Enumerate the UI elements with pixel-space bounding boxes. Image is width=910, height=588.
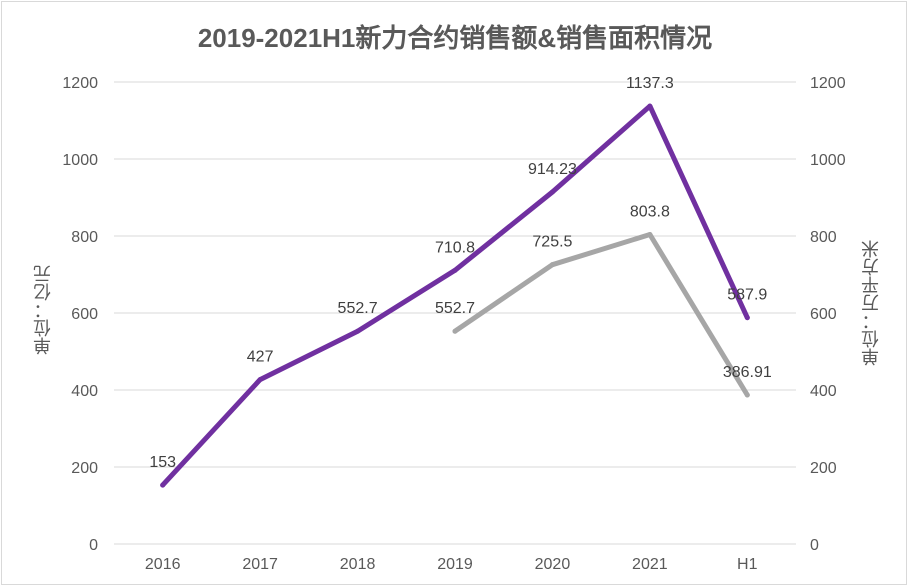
y-tick-right: 200 <box>810 460 837 477</box>
data-label: 914.23 <box>528 161 577 178</box>
data-point <box>452 328 458 334</box>
y-tick-left: 1000 <box>62 152 98 169</box>
data-point <box>647 103 653 109</box>
y-tick-left: 600 <box>71 306 98 323</box>
data-point <box>647 232 653 238</box>
y-tick-left: 1200 <box>62 75 98 92</box>
y-tick-right: 600 <box>810 306 837 323</box>
data-label: 1137.3 <box>626 75 674 92</box>
data-point <box>160 482 166 488</box>
x-tick-label: 2017 <box>242 556 278 573</box>
x-tick-label: H1 <box>737 556 758 573</box>
x-tick-label: 2016 <box>145 556 181 573</box>
x-tick-label: 2019 <box>437 556 473 573</box>
series-line-2 <box>452 232 750 398</box>
data-label: 427 <box>247 349 274 366</box>
y-tick-right: 1000 <box>810 152 846 169</box>
data-label: 552.7 <box>338 300 378 317</box>
y-tick-left: 0 <box>89 537 98 554</box>
data-point <box>257 377 263 383</box>
x-tick-label: 2020 <box>535 556 571 573</box>
y-tick-left: 200 <box>71 460 98 477</box>
y-tick-left: 800 <box>71 229 98 246</box>
y-tick-right: 1200 <box>810 75 846 92</box>
series-line-1 <box>160 103 750 488</box>
y-tick-left: 400 <box>71 383 98 400</box>
chart-title: 2019-2021H1新力合约销售额&销售面积情况 <box>197 23 713 53</box>
data-point <box>744 315 750 321</box>
data-point <box>452 267 458 273</box>
data-label: 710.8 <box>435 239 475 256</box>
y-tick-right: 0 <box>810 537 819 554</box>
data-point <box>744 392 750 398</box>
data-label: 725.5 <box>532 234 572 251</box>
data-label: 386.91 <box>723 364 772 381</box>
data-point <box>355 328 361 334</box>
x-tick-label: 2018 <box>340 556 376 573</box>
y-tick-right: 800 <box>810 229 837 246</box>
data-point <box>549 262 555 268</box>
data-point <box>549 189 555 195</box>
x-tick-label: 2021 <box>632 556 668 573</box>
data-label: 153 <box>149 454 176 471</box>
y-tick-right: 400 <box>810 383 837 400</box>
data-label: 803.8 <box>630 204 670 221</box>
data-label: 587.9 <box>727 287 767 304</box>
data-label: 552.7 <box>435 300 475 317</box>
